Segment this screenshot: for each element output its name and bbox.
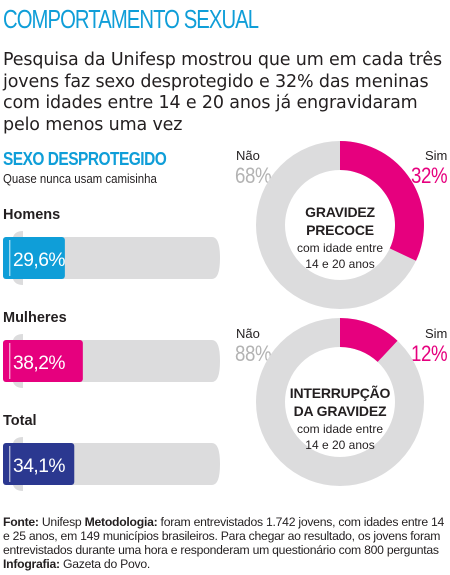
- donut-title-line: PRECOCE: [306, 222, 374, 238]
- bar-highlight: [9, 446, 11, 482]
- source-label: Fonte:: [3, 515, 39, 529]
- bar-fill: [3, 237, 65, 279]
- donut-slice-yes: [340, 141, 424, 261]
- source-text: Unifesp: [38, 515, 85, 529]
- bar-category-label: Homens: [3, 207, 61, 223]
- donut-center-text: INTERRUPÇÃO DA GRAVIDEZ com idade entre …: [280, 384, 400, 452]
- bar-chart-title: SEXO DESPROTEGIDO: [3, 149, 167, 169]
- donut-label-yes: Sim: [425, 326, 448, 341]
- infographic-label: Infografia:: [3, 557, 60, 571]
- bar-row: 34,1%: [3, 437, 220, 491]
- donut-age-line: 14 e 20 anos: [305, 438, 375, 452]
- abortion-donut-chart: [256, 318, 424, 486]
- donut-label-no: Não: [236, 326, 260, 341]
- bar-category-label: Total: [3, 413, 37, 429]
- bar-category-label: Mulheres: [3, 310, 67, 326]
- bar-fill: [3, 340, 83, 382]
- section-title: COMPORTAMENTO SEXUAL: [3, 4, 259, 34]
- donut-title-line: GRAVIDEZ: [305, 204, 375, 220]
- bar-fill: [3, 443, 75, 485]
- page-subtitle: Pesquisa da Unifesp mostrou que um em ca…: [3, 50, 442, 135]
- donut-age-line: 14 e 20 anos: [305, 257, 375, 271]
- condom-bar-chart: 29,6% 38,2% 34,1%: [3, 231, 220, 491]
- bar-row: 38,2%: [3, 334, 220, 388]
- donut-slice-yes: [340, 318, 398, 362]
- donut-percent-yes: 12%: [411, 341, 448, 366]
- bar-chart-subtitle: Quase nunca usam camisinha: [3, 171, 157, 186]
- donut-label-yes: Sim: [425, 148, 448, 163]
- bar-value-label: 29,6%: [13, 250, 66, 271]
- bar-highlight: [9, 240, 11, 276]
- methodology-text: foram entrevistados 1.742 jovens, com id…: [3, 515, 445, 557]
- donut-percent-no: 88%: [235, 341, 272, 366]
- bar-value-label: 38,2%: [13, 353, 66, 374]
- methodology-label: Metodologia:: [84, 515, 158, 529]
- bar-row: 29,6%: [3, 231, 220, 285]
- donut-title-line: DA GRAVIDEZ: [293, 403, 387, 419]
- bar-value-label: 34,1%: [13, 456, 66, 477]
- donut-title-line: INTERRUPÇÃO: [289, 385, 391, 401]
- donut-percent-yes: 32%: [411, 163, 448, 188]
- infographic-text: Gazeta do Povo.: [59, 557, 151, 571]
- donut-age-line: com idade entre: [296, 422, 384, 436]
- pregnancy-donut-chart: [256, 141, 424, 309]
- donut-center-text: GRAVIDEZ PRECOCE com idade entre 14 e 20…: [280, 203, 400, 271]
- bar-highlight: [9, 343, 11, 379]
- footer-notes: Fonte: Unifesp Metodologia: foram entrev…: [3, 515, 449, 571]
- donut-percent-no: 68%: [235, 163, 272, 188]
- donut-label-no: Não: [236, 148, 260, 163]
- donut-age-line: com idade entre: [296, 241, 384, 255]
